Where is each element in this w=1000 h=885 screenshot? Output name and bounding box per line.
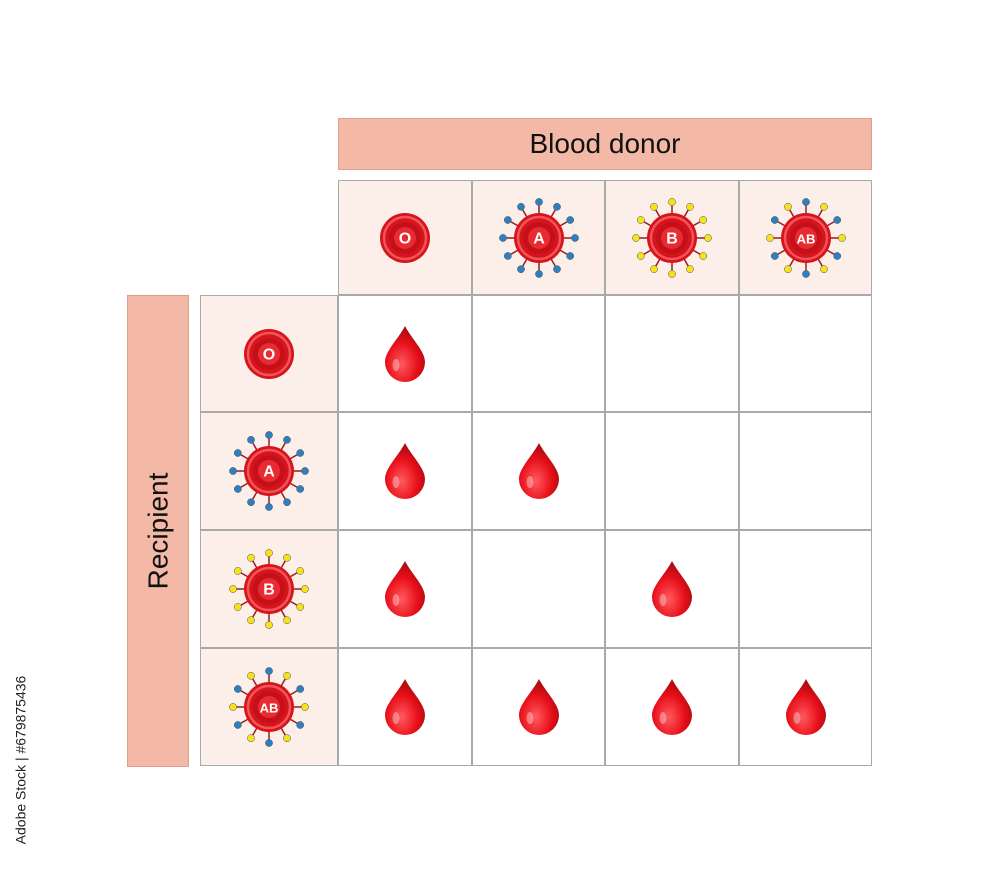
- blood-type-label: O: [399, 230, 411, 247]
- cell-recipient-b-donor-a: [472, 530, 605, 648]
- blood-type-label: B: [263, 582, 275, 599]
- blood-type-label: A: [263, 464, 275, 481]
- stock-watermark: Adobe Stock | #679875436: [8, 650, 32, 870]
- recipient-type-ab: AB: [200, 648, 338, 766]
- cell-recipient-a-donor-b: [605, 412, 739, 530]
- recipient-type-a: A: [200, 412, 338, 530]
- cell-recipient-a-donor-ab: [739, 412, 872, 530]
- red-blood-cell-icon: O: [380, 212, 430, 263]
- blood-drop-icon: [652, 561, 692, 617]
- cell-recipient-ab-donor-ab: [739, 648, 872, 766]
- red-blood-cell-icon: A: [498, 197, 579, 278]
- blood-drop-icon: [652, 679, 692, 735]
- cell-recipient-o-donor-a: [472, 295, 605, 412]
- donor-type-b: B: [605, 180, 739, 295]
- watermark-text: Adobe Stock | #679875436: [12, 675, 29, 845]
- donor-type-ab: AB: [739, 180, 872, 295]
- cell-recipient-ab-donor-a: [472, 648, 605, 766]
- blood-type-label: AB: [260, 701, 279, 716]
- blood-drop-icon: [785, 679, 826, 735]
- red-blood-cell-icon: B: [632, 197, 712, 278]
- red-blood-cell-icon: AB: [765, 197, 846, 278]
- donor-type-o: O: [338, 180, 472, 295]
- red-blood-cell-icon: B: [229, 549, 309, 629]
- blood-drop-icon: [518, 679, 559, 735]
- blood-drop-icon: [385, 443, 425, 499]
- recipient-type-b: B: [200, 530, 338, 648]
- blood-type-label: A: [533, 230, 545, 247]
- cell-recipient-o-donor-ab: [739, 295, 872, 412]
- blood-drop-icon: [518, 443, 559, 499]
- recipient-label: Recipient: [142, 472, 174, 590]
- cell-recipient-a-donor-a: [472, 412, 605, 530]
- blood-drop-icon: [385, 325, 425, 382]
- cell-recipient-b-donor-b: [605, 530, 739, 648]
- cell-recipient-ab-donor-b: [605, 648, 739, 766]
- red-blood-cell-icon: AB: [229, 667, 309, 747]
- red-blood-cell-icon: A: [229, 431, 309, 511]
- blood-type-label: AB: [796, 231, 815, 246]
- cell-recipient-b-donor-ab: [739, 530, 872, 648]
- cell-recipient-o-donor-o: [338, 295, 472, 412]
- blood-type-label: O: [263, 346, 275, 363]
- donor-type-a: A: [472, 180, 605, 295]
- cell-recipient-ab-donor-o: [338, 648, 472, 766]
- red-blood-cell-icon: O: [244, 328, 294, 379]
- blood-donor-header: Blood donor: [338, 118, 872, 170]
- cell-recipient-o-donor-b: [605, 295, 739, 412]
- cell-recipient-b-donor-o: [338, 530, 472, 648]
- recipient-type-o: O: [200, 295, 338, 412]
- blood-type-label: B: [666, 230, 678, 247]
- blood-drop-icon: [385, 679, 425, 735]
- blood-drop-icon: [385, 561, 425, 617]
- blood-donor-label: Blood donor: [529, 128, 681, 159]
- cell-recipient-a-donor-o: [338, 412, 472, 530]
- recipient-header: Recipient: [127, 295, 189, 767]
